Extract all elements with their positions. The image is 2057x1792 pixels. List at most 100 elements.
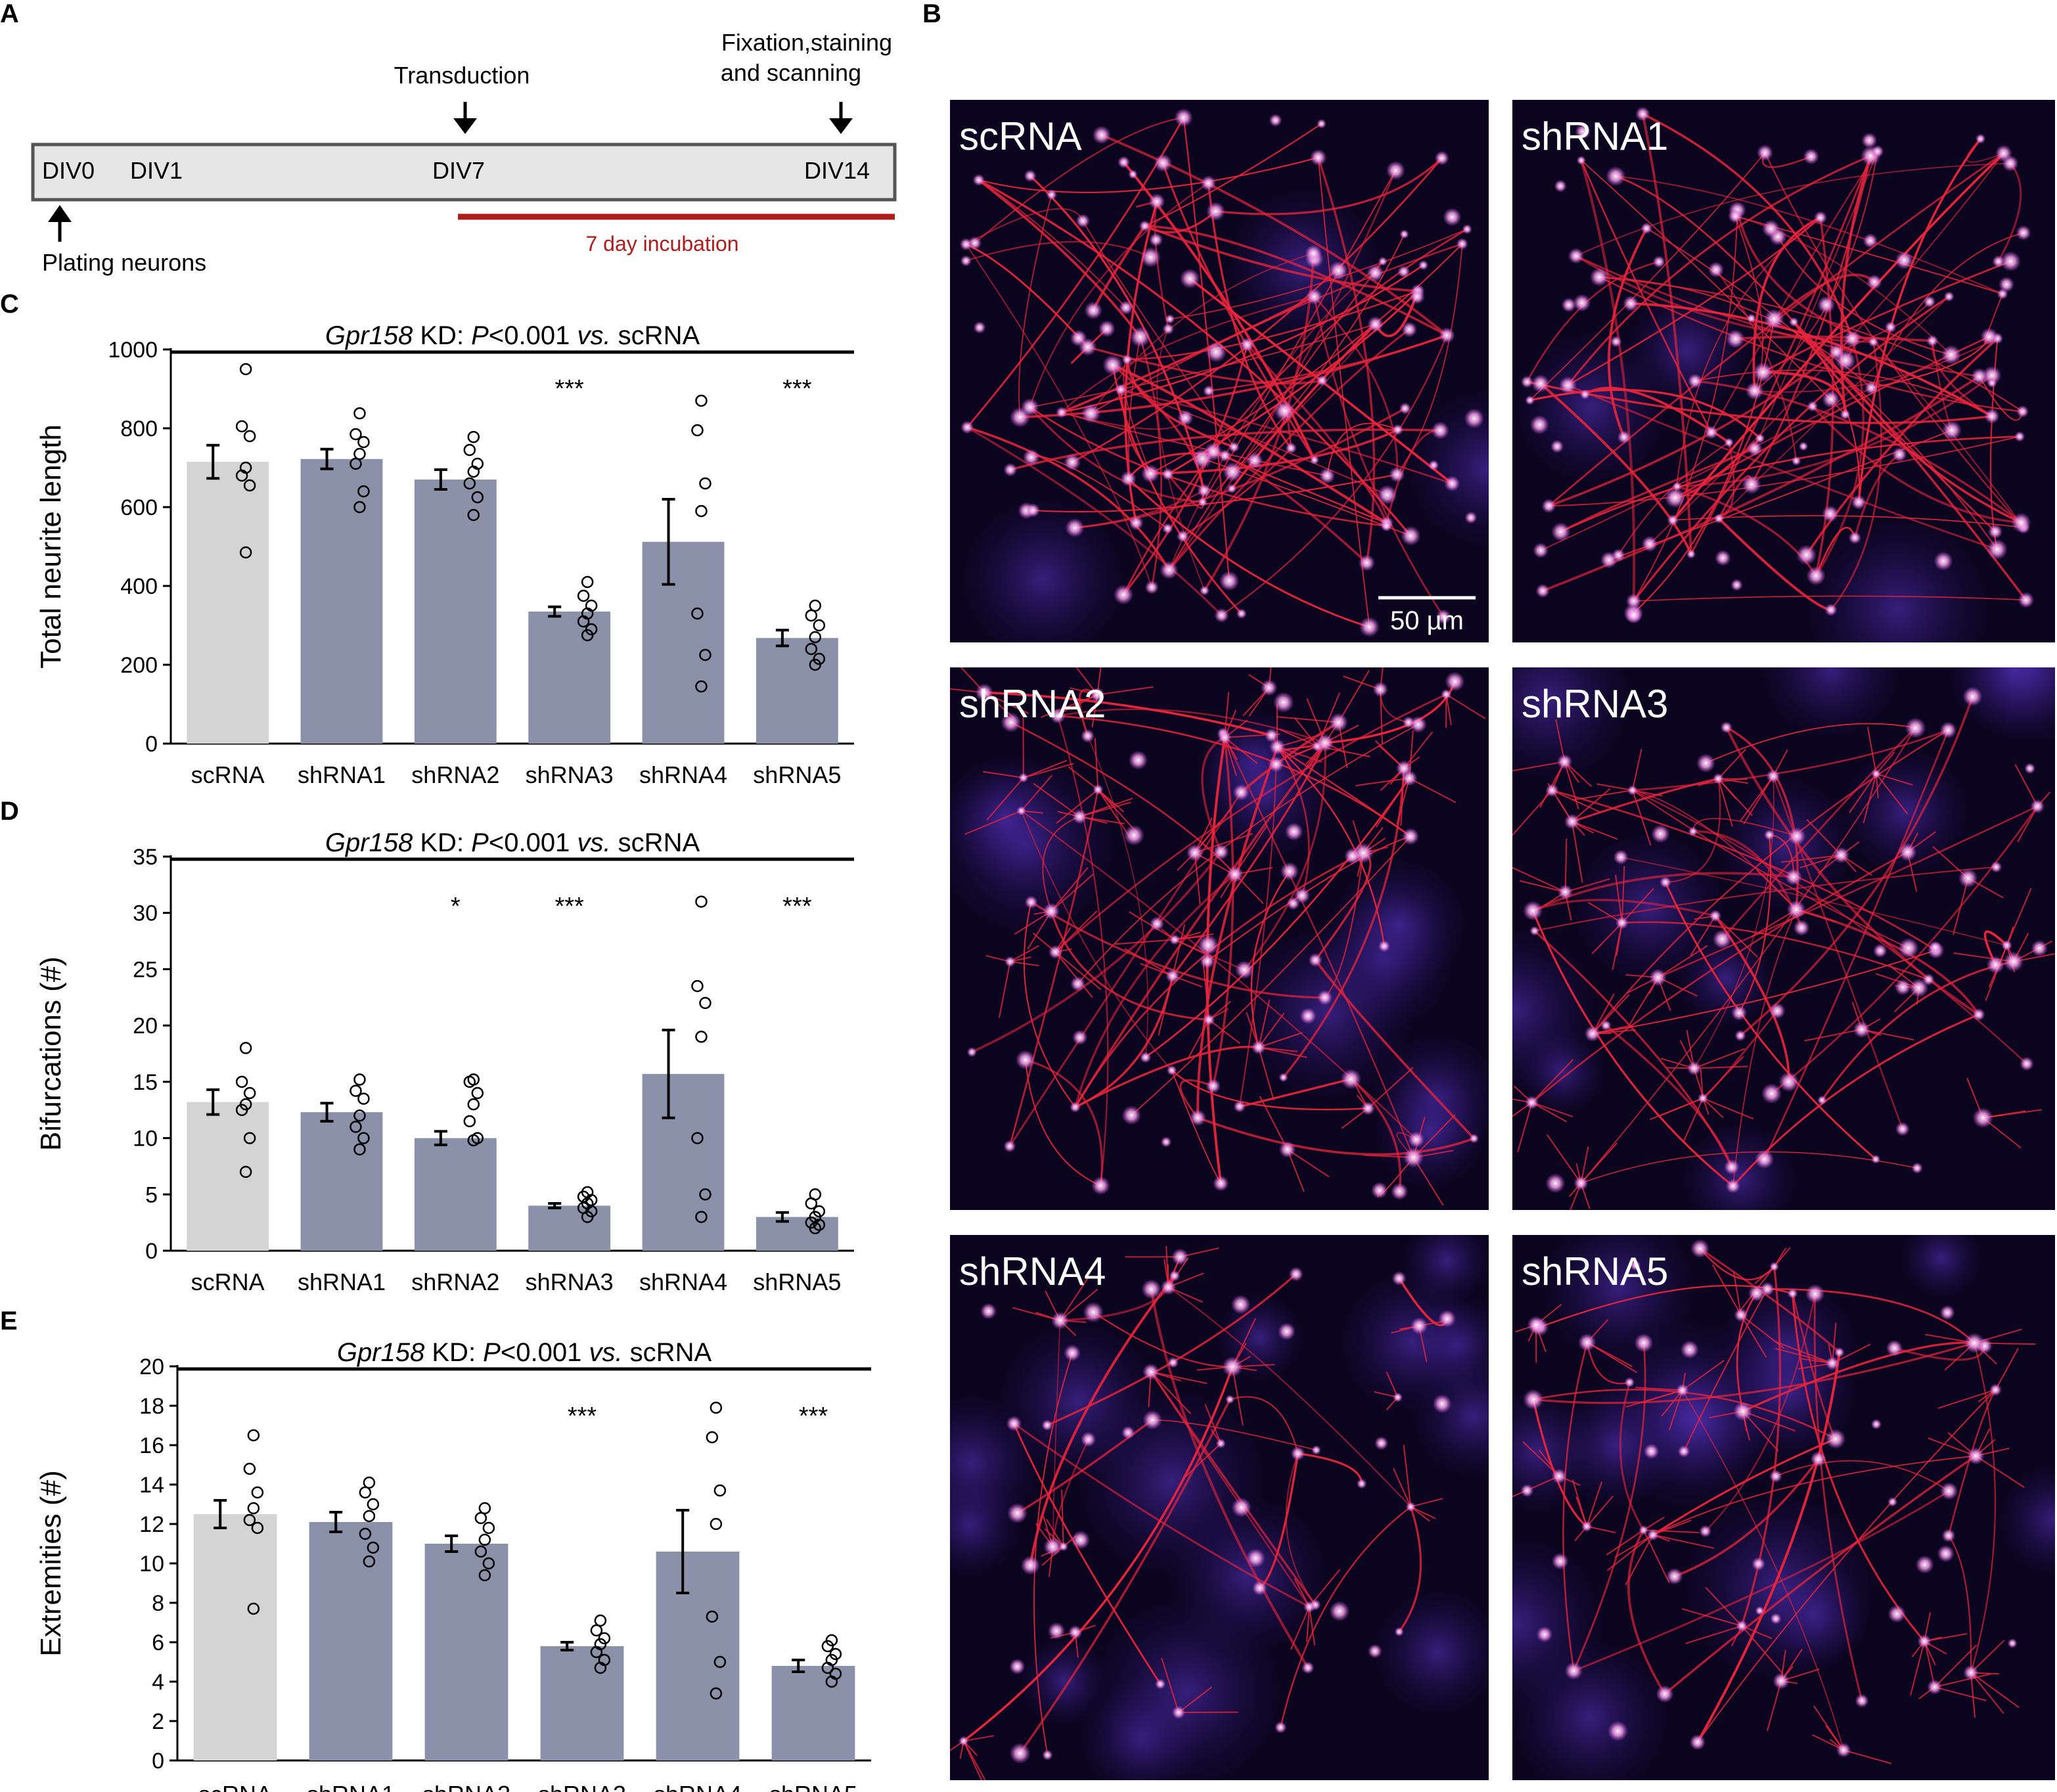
data-point xyxy=(590,1624,603,1637)
neurite-branch xyxy=(1294,717,1319,747)
neurite xyxy=(1575,162,2010,257)
neurite-branch xyxy=(1056,789,1098,824)
neurite-branch xyxy=(1277,732,1325,748)
neurite xyxy=(1029,1274,1176,1566)
neurite-branch xyxy=(1650,1097,1704,1121)
soma xyxy=(1525,395,1535,405)
neurite-branch xyxy=(1380,667,1384,690)
soma xyxy=(1704,425,1719,439)
neurite xyxy=(1197,1116,1475,1156)
soma xyxy=(2003,951,2024,972)
data-point xyxy=(699,997,712,1010)
fixation-label-line2: and scanning xyxy=(721,59,861,86)
soma xyxy=(1160,1279,1177,1295)
neurite xyxy=(1533,930,1733,1168)
soma xyxy=(1579,389,1591,400)
soma xyxy=(1043,1537,1062,1556)
data-point xyxy=(482,1521,495,1534)
neurite-branch xyxy=(1682,1360,1725,1391)
neurite xyxy=(1179,1079,1214,1119)
data-point xyxy=(243,1513,256,1527)
soma xyxy=(1551,522,1571,542)
background-glow xyxy=(1512,1390,1599,1513)
soma xyxy=(1999,277,2015,292)
soma xyxy=(1149,233,1164,247)
neurite-branch xyxy=(1522,1441,1560,1477)
soma xyxy=(1273,692,1294,713)
data-point xyxy=(809,1222,822,1234)
micrograph-label: shRNA5 xyxy=(1522,1249,1668,1293)
soma xyxy=(1113,585,1134,605)
soma xyxy=(1905,717,1926,738)
neurite xyxy=(1529,152,1766,401)
soma xyxy=(1340,1068,1362,1090)
neurite-branch xyxy=(1806,818,1842,856)
micrograph-shrna3: shRNA3 xyxy=(1512,667,2055,1210)
soma xyxy=(1625,606,1642,624)
soma xyxy=(1527,1316,1545,1334)
data-point xyxy=(247,1602,260,1615)
neurite-branch xyxy=(1970,1672,2020,1709)
soma xyxy=(1280,862,1299,881)
data-point xyxy=(235,1075,248,1088)
neurite-branch xyxy=(1717,778,1733,827)
soma xyxy=(1672,482,1682,491)
chart-title: Gpr158 KD: P<0.001 vs. scRNA xyxy=(325,828,700,857)
soma xyxy=(1871,1154,1881,1164)
soma xyxy=(1378,940,1390,952)
data-point xyxy=(243,1462,256,1475)
soma xyxy=(1068,1625,1083,1640)
soma xyxy=(1252,1580,1267,1596)
neurite xyxy=(1633,595,2026,602)
soma xyxy=(1234,960,1254,979)
neurite xyxy=(1762,260,2012,373)
soma xyxy=(1058,1541,1068,1552)
category-label: shRNA4 xyxy=(639,1268,727,1295)
soma xyxy=(1179,268,1200,289)
soma xyxy=(1368,1644,1382,1659)
soma xyxy=(1391,1271,1407,1286)
soma xyxy=(1813,211,1828,225)
soma xyxy=(1020,398,1039,416)
soma xyxy=(1397,265,1411,279)
soma xyxy=(1445,671,1465,692)
soma xyxy=(1006,1416,1022,1431)
soma xyxy=(1990,861,2002,873)
soma xyxy=(1769,1261,1779,1272)
neurite xyxy=(1763,729,1949,1160)
soma xyxy=(1680,1340,1699,1359)
neurite xyxy=(1010,428,1441,471)
neurite xyxy=(974,116,1184,244)
neurite-branch xyxy=(1546,1134,1582,1184)
neurite-branch xyxy=(1970,1672,2004,1714)
y-tick-label: 4 xyxy=(152,1670,164,1695)
soma xyxy=(1056,407,1068,418)
neurite xyxy=(1533,1389,1836,1440)
neurite xyxy=(966,426,1223,616)
soma xyxy=(1177,409,1194,426)
soma xyxy=(1240,337,1255,352)
neurite xyxy=(1112,363,1388,524)
bar-shrna5 xyxy=(756,638,838,744)
soma xyxy=(1761,1083,1782,1104)
neurite-branch xyxy=(1683,1098,1704,1143)
neurite-branch xyxy=(1409,777,1457,803)
soma xyxy=(1989,1383,2002,1397)
soma xyxy=(1215,1438,1226,1448)
soma xyxy=(1226,865,1244,883)
neurite-branch xyxy=(1615,874,1623,923)
micrograph-content xyxy=(1512,1235,2055,1780)
data-point xyxy=(353,407,366,420)
neurite xyxy=(1071,328,1108,364)
neurite-branch xyxy=(1023,759,1068,778)
soma xyxy=(1041,1420,1053,1431)
data-point xyxy=(478,1502,491,1515)
neurite xyxy=(1072,157,1443,463)
y-tick-label: 6 xyxy=(152,1630,164,1655)
soma xyxy=(1581,1521,1593,1533)
chart-title-title-vs: vs. xyxy=(589,1338,622,1367)
soma xyxy=(1386,160,1405,181)
soma xyxy=(960,255,972,267)
neurite xyxy=(1168,261,1384,571)
soma xyxy=(1231,1295,1251,1314)
